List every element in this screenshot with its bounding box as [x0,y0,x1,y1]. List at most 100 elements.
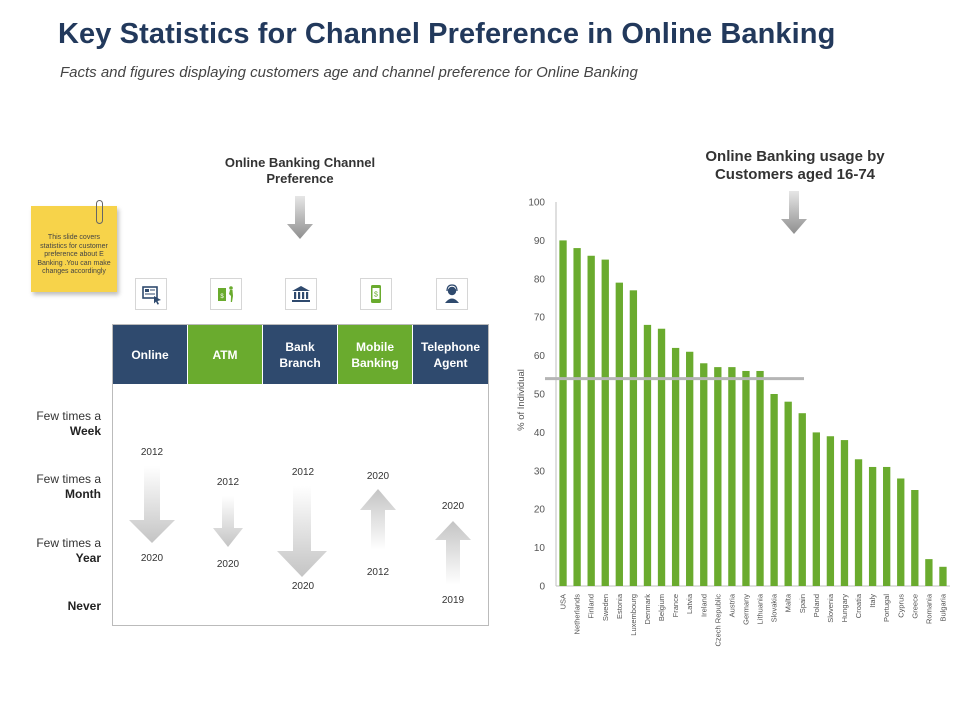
row-label-month: Few times a Month [10,472,101,502]
mobile-trend-arrow [360,489,396,550]
computer-cursor-icon [135,278,167,310]
atm-trend-arrow [213,496,243,547]
y-tick-label: 0 [539,582,545,593]
bar-chart: 0 10 20 30 40 50 60 70 80 90 100 % of Individual USA… [516,198,950,647]
bar [559,240,567,586]
x-tick-label: Czech Republic [713,594,722,647]
atm-year-start: 2012 [216,477,240,488]
x-tick-label: Romania [924,593,933,624]
bar [854,459,863,586]
x-tick-label: Ireland [699,594,708,617]
x-tick-label: Sweden [601,594,610,621]
x-tick-label: Lithuania [756,593,765,624]
y-tick-label: 60 [534,351,546,362]
bar [700,363,708,586]
column-header-mobile-banking: Mobile Banking [338,325,412,384]
x-tick-label: Cyprus [896,594,905,618]
y-tick-label: 30 [534,466,546,477]
bar [939,566,947,586]
x-tick-label: Slovenia [826,593,835,623]
bar [897,478,905,586]
svg-text:$: $ [374,292,378,299]
row-label-week: Few times a Week [10,409,101,439]
online-trend-arrow [129,466,175,543]
online-year-end: 2020 [140,553,164,564]
row-label-main: Week [69,424,101,438]
x-tick-label: Slovakia [770,593,779,622]
branch-year-end: 2020 [291,581,315,592]
column-header-atm: ATM [188,325,262,384]
x-tick-label: Estonia [615,593,624,619]
atm-year-end: 2020 [216,559,240,570]
row-label-main: Never [67,599,101,613]
y-tick-label: 90 [534,236,546,247]
bar [657,328,666,586]
row-label-prefix: Few times a [36,472,101,486]
mobile-money-icon: $ [360,278,392,310]
row-label-prefix: Few times a [36,409,101,423]
y-tick-label: 40 [534,428,546,439]
telephone-year-start: 2019 [441,595,465,606]
row-label-never: Never [10,599,101,614]
bar [686,351,694,586]
x-tick-label: USA [559,594,568,609]
x-tick-label: Hungary [840,594,849,623]
paperclip-icon [96,200,103,224]
bar [756,370,764,586]
bar [728,367,736,586]
bar [615,282,623,586]
x-tick-label: Luxembourg [629,594,638,636]
y-tick-label: 100 [528,198,545,209]
bar [925,559,933,586]
bank-building-icon [285,278,317,310]
x-tick-label: Denmark [643,594,652,625]
row-label-year: Few times a Year [10,536,101,566]
row-label-prefix: Few times a [36,536,101,550]
page-title: Key Statistics for Channel Preference in… [58,18,836,50]
telephone-trend-arrow [435,521,471,585]
x-tick-label: Germany [741,594,750,625]
bar [911,490,919,586]
row-label-main: Month [65,487,101,501]
column-header-telephone-agent: Telephone Agent [413,325,488,384]
chart-title: Online Banking usage by Customers aged 1… [705,148,885,183]
mobile-year-start: 2012 [366,567,390,578]
y-tick-label: 80 [534,274,546,285]
x-tick-label: Greece [910,594,919,619]
bar [601,259,609,586]
x-tick-label: Bulgaria [938,593,947,621]
column-header-online: Online [113,325,187,384]
channel-preference-heading: Online Banking Channel Preference [224,155,376,186]
bar [629,290,638,586]
telephone-year-end: 2020 [441,501,465,512]
bar [573,248,581,586]
x-tick-label: Belgium [657,594,666,621]
y-tick-label: 70 [534,313,546,324]
bar [812,432,820,586]
heading-arrow-left [287,196,313,239]
y-tick-label: 50 [534,390,546,401]
bar [784,401,792,586]
page-subtitle: Facts and figures displaying customers a… [60,64,638,81]
atm-cash-icon: $ [210,278,242,310]
x-tick-label: Finland [587,594,596,619]
x-tick-label: Malta [784,593,793,612]
x-tick-label: Poland [812,594,821,617]
x-tick-label: Austria [727,593,736,617]
bar [587,255,595,586]
bar [742,370,750,586]
x-tick-label: Croatia [854,593,863,618]
bar [714,367,722,586]
heading-arrow-right [781,191,807,234]
bar [770,394,778,586]
column-header-bank-branch: Bank Branch [263,325,337,384]
branch-year-start: 2012 [291,467,315,478]
bar [883,466,891,586]
y-tick-label: 10 [534,543,546,554]
x-tick-label: France [671,594,680,617]
y-tick-label: 20 [534,505,546,516]
x-tick-label: Italy [868,594,877,608]
x-tick-label: Netherlands [573,594,582,635]
bar [840,440,849,586]
